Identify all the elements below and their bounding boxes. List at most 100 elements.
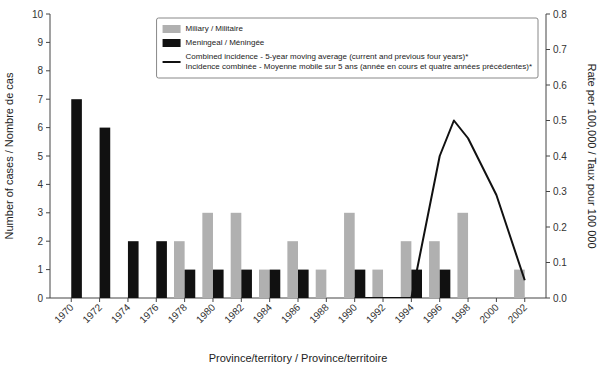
x-tick-label: 1978 [166,301,190,325]
y2-tick-label: 0.3 [553,186,567,197]
plot-marks [71,99,524,298]
legend-label-line: Meningeal / Méningée [186,38,265,47]
bar [372,270,383,298]
y2-tick [546,120,550,121]
y-tick [46,241,50,242]
y-tick-label: 7 [37,94,43,105]
y2-axis-label: Rate per 100,000 / Taux pour 100 000 [586,63,598,248]
x-tick-label: 1988 [307,301,331,325]
bar [326,298,337,299]
x-tick [439,298,440,302]
legend: Miliary / Militaire Meningeal / Méningée C… [157,18,538,78]
y2-tick [546,191,550,192]
y-tick-label: 10 [32,9,44,20]
x-tick-label: 1976 [137,301,161,325]
y-tick [46,184,50,185]
bar [401,241,412,298]
bar [71,99,82,298]
x-tick-label: 1986 [279,301,303,325]
line [355,121,525,299]
bar [174,241,185,298]
bar [185,270,196,298]
x-tick [241,298,242,302]
x-tick-label: 1970 [52,301,76,325]
y2-tick [546,262,550,263]
bar [241,270,252,298]
y2-tick-label: 0.1 [553,257,567,268]
chart: 1970197219741976197819801982198419861988… [0,0,600,370]
bar [525,298,536,299]
legend-label-line: Incidence combinée - Moyenne mobile sur … [186,62,532,71]
x-tick [383,298,384,302]
y-tick [46,298,50,299]
x-tick [468,298,469,302]
y-tick-label: 4 [37,179,43,190]
x-tick [269,298,270,302]
y2-tick-label: 0.8 [553,9,567,20]
bar [344,213,355,298]
bar [259,270,270,298]
y-tick [46,42,50,43]
x-tick-label: 1982 [222,301,246,325]
x-tick-label: 1996 [421,301,445,325]
x-tick [184,298,185,302]
legend-swatch [163,61,181,63]
y2-tick-label: 0.5 [553,115,567,126]
y2-tick [546,227,550,228]
x-tick-label: 1980 [194,301,218,325]
x-tick [71,298,72,302]
legend-label-line: Miliary / Militaire [186,24,244,33]
legend-label: Combined incidence - 5-year moving avera… [186,52,532,71]
bar [231,213,242,298]
bar [457,213,468,298]
x-tick-label: 1998 [449,301,473,325]
y-tick [46,14,50,15]
x-tick [212,298,213,302]
legend-item: Miliary / Militaire [163,24,244,33]
y-tick [46,127,50,128]
y2-tick-label: 0.2 [553,222,567,233]
bar [61,298,72,299]
y-tick [46,269,50,270]
bar [429,241,440,298]
y2-tick-label: 0.7 [553,44,567,55]
x-tick [496,298,497,302]
y-tick [46,70,50,71]
x-tick [326,298,327,302]
x-tick [99,298,100,302]
bar [202,213,213,298]
x-tick-label: 1972 [81,301,105,325]
y-tick-label: 2 [37,236,43,247]
legend-swatch [163,25,181,33]
y2-tick [546,49,550,50]
bar [440,270,451,298]
y2-tick-label: 0.6 [553,80,567,91]
legend-box [157,18,538,78]
y2-tick [546,14,550,15]
x-tick-label: 1974 [109,301,133,325]
y-tick [46,156,50,157]
bar [468,298,479,299]
bar [89,298,100,299]
y2-tick-label: 0.4 [553,151,567,162]
y2-tick [546,85,550,86]
bar [146,298,157,299]
bar [496,298,507,299]
y-tick-label: 8 [37,65,43,76]
bar [117,298,128,299]
x-tick [298,298,299,302]
x-tick [156,298,157,302]
y-tick-label: 6 [37,122,43,133]
x-tick-label: 2002 [506,301,530,325]
legend-item: Combined incidence - 5-year moving avera… [163,52,532,71]
legend-label: Meningeal / Méningée [186,38,265,47]
x-tick [127,298,128,302]
y-tick-label: 0 [37,293,43,304]
y-tick [46,212,50,213]
bar [355,270,366,298]
legend-item: Meningeal / Méningée [163,38,265,47]
bar [486,298,497,299]
x-tick-label: 2000 [477,301,501,325]
legend-label-line: Combined incidence - 5-year moving avera… [186,52,469,61]
x-tick-label: 1994 [392,301,416,325]
